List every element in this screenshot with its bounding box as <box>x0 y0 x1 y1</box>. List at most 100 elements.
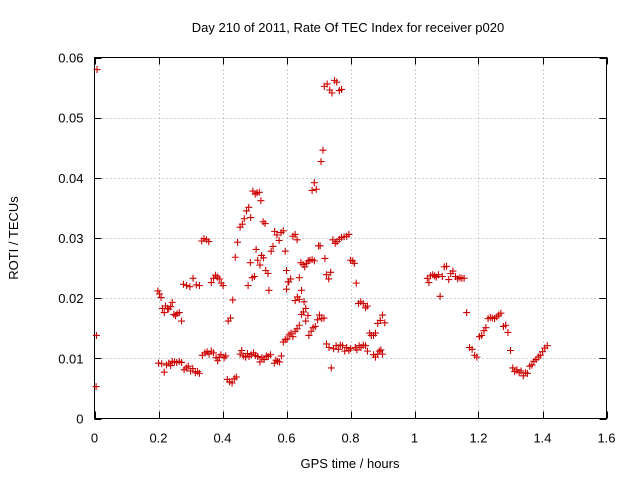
data-point <box>376 316 384 324</box>
data-point <box>375 347 383 355</box>
data-point <box>328 89 336 97</box>
data-point <box>312 185 320 193</box>
y-tick-label: 0 <box>76 412 83 427</box>
data-point <box>157 294 165 302</box>
axis-ticks <box>94 57 608 420</box>
data-point <box>302 304 310 312</box>
data-point <box>327 364 335 372</box>
data-point <box>283 266 290 274</box>
data-point <box>449 267 457 275</box>
data-point <box>363 347 371 355</box>
data-point <box>482 324 490 332</box>
grid-lines <box>94 57 607 419</box>
data-point <box>261 220 269 228</box>
data-point <box>244 282 252 290</box>
x-axis-label: GPS time / hours <box>301 456 400 471</box>
y-tick-label: 0.03 <box>58 231 83 246</box>
data-point <box>256 358 264 366</box>
data-point <box>438 273 446 281</box>
data-point <box>295 295 303 303</box>
data-point <box>171 312 179 320</box>
data-point <box>291 297 299 305</box>
data-point <box>287 275 295 283</box>
data-point <box>257 197 265 205</box>
data-point <box>507 347 514 355</box>
x-tick-label: 0.6 <box>277 431 295 446</box>
data-point <box>300 298 308 306</box>
data-point <box>220 354 228 362</box>
data-point <box>272 356 280 364</box>
data-point <box>178 359 186 367</box>
data-point <box>183 282 191 290</box>
x-tick-label: 0.2 <box>149 431 167 446</box>
x-tick-label: 1.6 <box>597 431 615 446</box>
data-point <box>325 344 333 352</box>
data-point <box>240 215 248 223</box>
data-point <box>234 238 242 246</box>
data-point <box>517 367 525 375</box>
data-point <box>443 262 450 270</box>
y-tick-label: 0.01 <box>58 351 83 366</box>
x-tick-label: 1.4 <box>533 431 551 446</box>
data-point <box>333 78 341 86</box>
data-point <box>473 353 481 361</box>
data-point <box>242 353 250 361</box>
data-point <box>205 238 213 246</box>
data-point <box>267 351 274 359</box>
data-point <box>325 275 333 283</box>
data-point <box>277 352 285 360</box>
x-tick-label: 1 <box>411 431 418 446</box>
data-point <box>92 331 100 339</box>
data-point <box>293 236 301 244</box>
data-point <box>228 379 236 387</box>
data-point <box>243 207 250 215</box>
data-point <box>256 261 264 269</box>
data-point <box>341 347 349 355</box>
data-point <box>301 263 309 271</box>
data-point <box>317 158 325 166</box>
data-point <box>264 269 272 277</box>
data-point <box>270 359 278 367</box>
data-point <box>431 272 439 280</box>
data-point <box>298 286 306 294</box>
data-point <box>195 369 203 377</box>
data-point <box>329 236 337 244</box>
data-point <box>289 333 297 341</box>
data-point <box>271 227 279 235</box>
data-point <box>371 329 379 337</box>
data-point <box>435 271 442 279</box>
data-point <box>528 361 536 369</box>
data-point <box>189 274 197 282</box>
data-point <box>246 259 254 267</box>
data-point <box>319 146 327 154</box>
data-point <box>160 309 168 317</box>
data-point <box>160 368 168 376</box>
data-point <box>347 345 354 353</box>
data-point <box>254 256 262 264</box>
data-point <box>283 335 291 343</box>
data-point <box>175 309 183 317</box>
data-point <box>215 275 223 283</box>
data-point <box>275 236 283 244</box>
data-point <box>334 345 342 353</box>
data-point <box>192 281 200 289</box>
data-point <box>184 362 192 370</box>
data-point <box>295 321 303 329</box>
data-point <box>178 317 186 325</box>
data-point <box>327 268 335 276</box>
data-point <box>158 360 166 368</box>
data-point <box>460 274 468 282</box>
data-point <box>168 298 176 306</box>
data-point <box>304 257 312 265</box>
chart-title: Day 210 of 2011, Rate Of TEC Index for r… <box>192 20 504 35</box>
data-point <box>320 314 328 322</box>
data-point <box>238 347 246 355</box>
y-tick-label: 0.02 <box>58 291 83 306</box>
data-point <box>273 231 281 239</box>
data-point <box>310 257 318 265</box>
y-tick-label: 0.05 <box>58 111 83 126</box>
x-tick-labels: 0 0.2 0.4 0.6 0.8 1 1.2 1.4 1.6 <box>91 431 616 446</box>
data-point <box>214 357 222 365</box>
data-point <box>381 319 389 327</box>
data-point <box>310 179 318 187</box>
